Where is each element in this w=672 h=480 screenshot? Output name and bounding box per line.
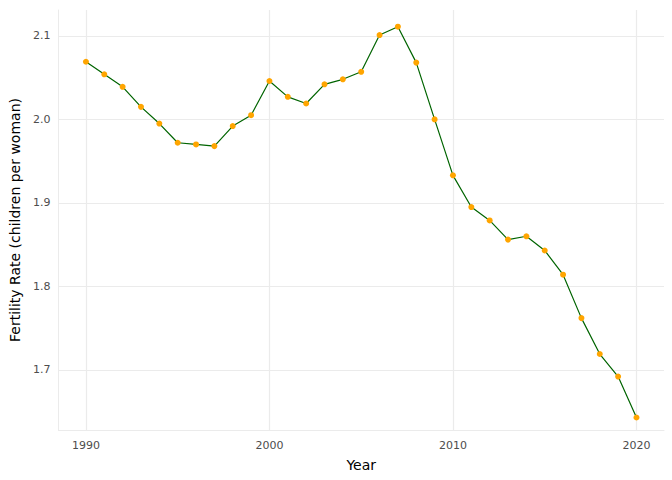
svg-text:2000: 2000 bbox=[255, 439, 283, 452]
svg-text:1990: 1990 bbox=[72, 439, 100, 452]
svg-text:2.1: 2.1 bbox=[33, 29, 51, 42]
svg-text:2020: 2020 bbox=[622, 439, 650, 452]
svg-text:2010: 2010 bbox=[439, 439, 467, 452]
svg-text:Year: Year bbox=[345, 457, 376, 473]
svg-text:Fertility Rate (children per w: Fertility Rate (children per woman) bbox=[7, 98, 23, 342]
svg-text:2.0: 2.0 bbox=[33, 113, 51, 126]
svg-text:1.8: 1.8 bbox=[33, 280, 51, 293]
svg-text:1.9: 1.9 bbox=[33, 196, 51, 209]
svg-text:1.7: 1.7 bbox=[33, 363, 51, 376]
